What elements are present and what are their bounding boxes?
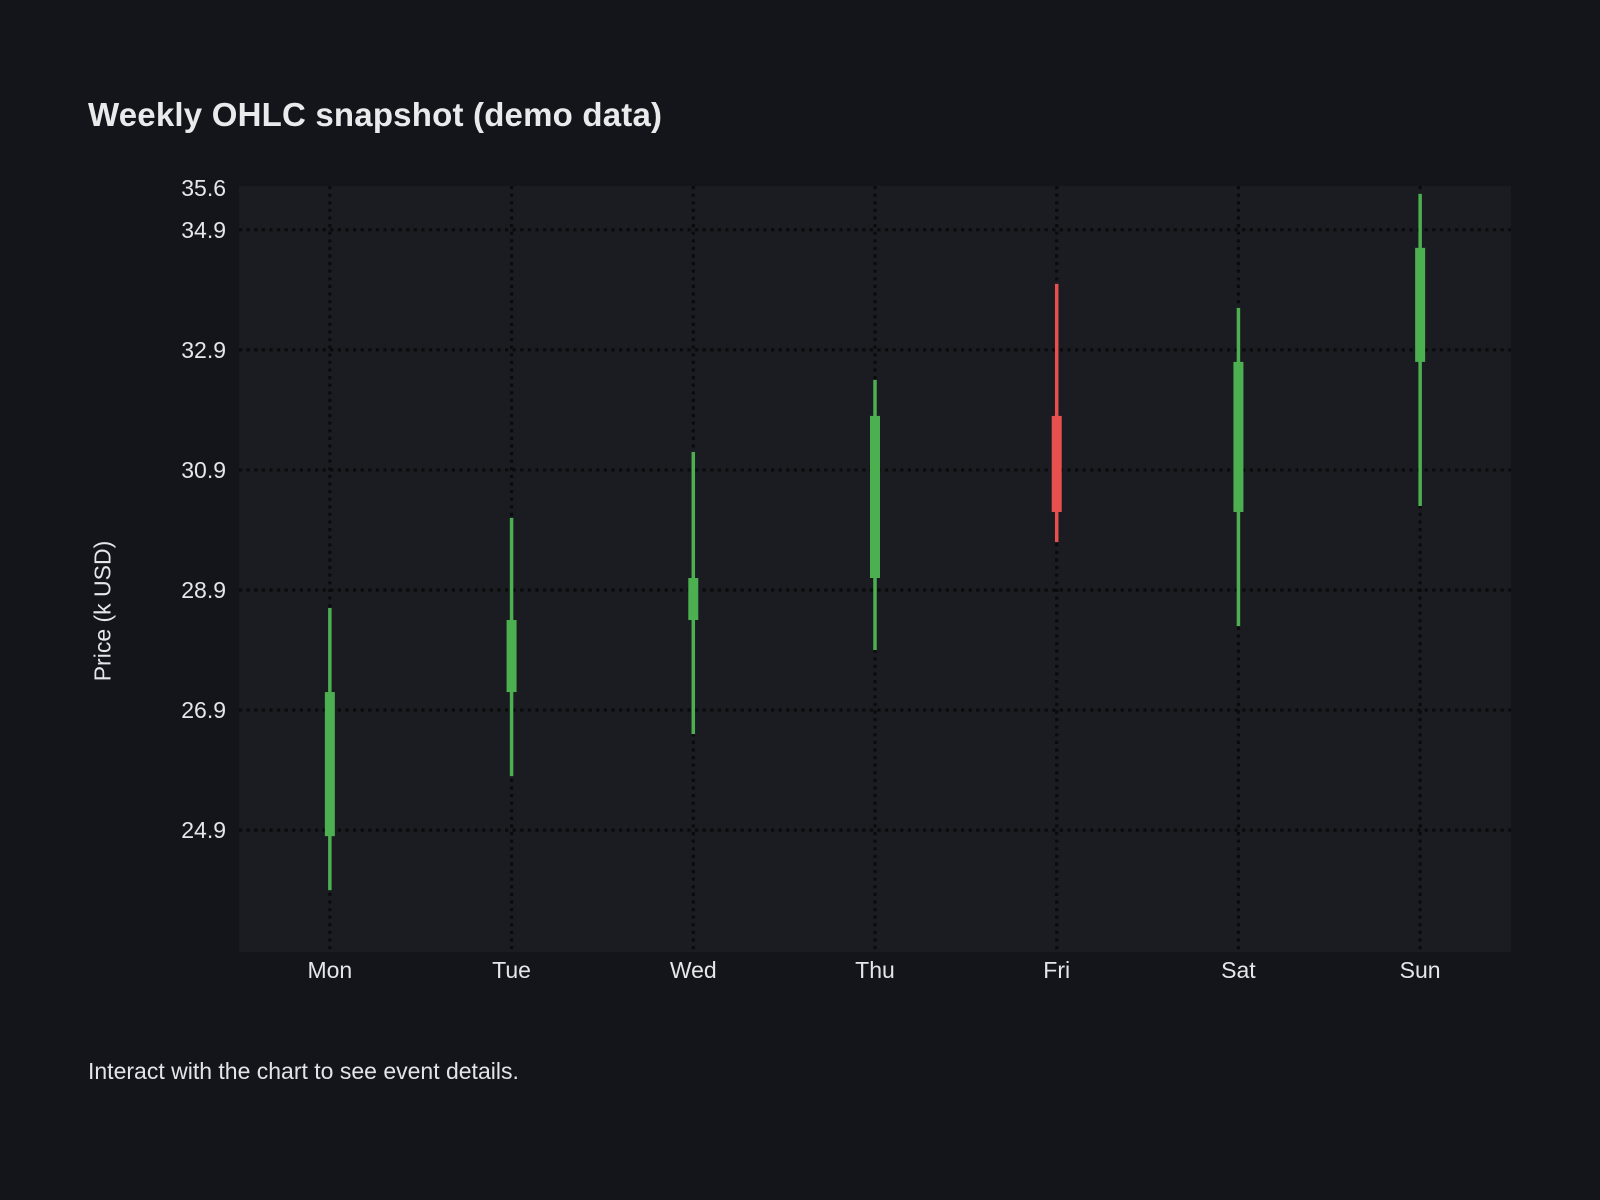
y-tick-label: 24.9 (181, 817, 226, 843)
candle-body (506, 620, 517, 693)
candle-sun[interactable] (1415, 193, 1426, 506)
y-tick-label: 32.9 (181, 337, 226, 363)
candle-wick (1054, 283, 1059, 542)
x-tick-label: Sun (1400, 957, 1441, 983)
candle-body (1233, 361, 1244, 512)
y-tick-label: 28.9 (181, 577, 226, 603)
x-tick-label: Sat (1221, 957, 1256, 983)
candle-body (870, 415, 880, 579)
y-tick-label: 26.9 (181, 697, 226, 723)
candle-tue[interactable] (506, 517, 517, 777)
candle-sat[interactable] (1233, 307, 1244, 627)
x-tick-label: Wed (670, 957, 717, 983)
y-axis-label: Price (k USD) (89, 540, 116, 682)
candle-body (688, 578, 699, 621)
candle-body (1051, 415, 1062, 512)
x-tick-label: Tue (492, 957, 531, 983)
y-tick-label: 35.6 (181, 175, 226, 201)
footer-hint: Interact with the chart to see event det… (88, 1058, 519, 1084)
x-tick-label: Thu (855, 957, 895, 983)
candle-mon[interactable] (324, 608, 335, 891)
candle-wed[interactable] (688, 451, 699, 735)
candle-thu[interactable] (870, 379, 880, 651)
y-tick-label: 34.9 (181, 217, 226, 243)
candle-body (1415, 247, 1426, 362)
x-tick-label: Mon (307, 957, 352, 983)
y-tick-label: 30.9 (181, 457, 226, 483)
chart-title: Weekly OHLC snapshot (demo data) (88, 96, 663, 133)
x-tick-label: Fri (1043, 957, 1070, 983)
candle-fri[interactable] (1051, 283, 1062, 542)
candle-body (324, 692, 335, 837)
